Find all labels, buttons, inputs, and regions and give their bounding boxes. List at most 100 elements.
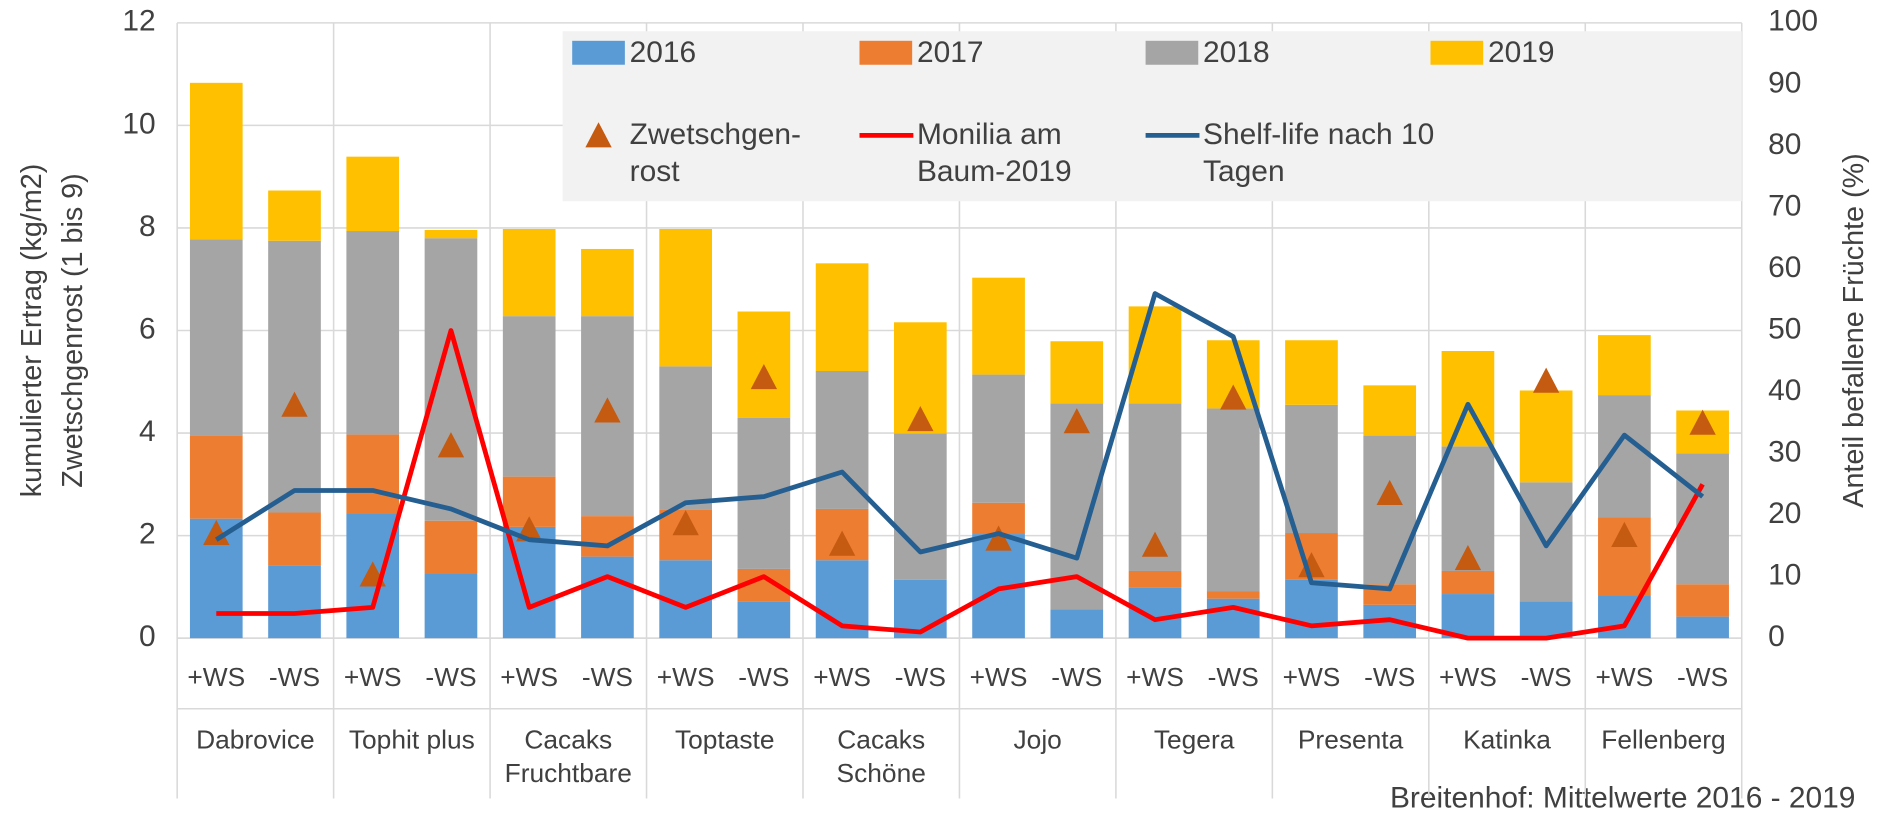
- marker: [594, 397, 621, 423]
- marker: [203, 519, 230, 545]
- bar: [1206, 408, 1260, 592]
- note: Breitenhof: Mittelwerte 2016 - 2019: [1390, 782, 1855, 815]
- bar: [424, 238, 478, 521]
- bar: [737, 601, 791, 639]
- group-label: Katinka: [1463, 724, 1551, 755]
- y-tick-label: 2: [139, 517, 156, 550]
- bar: [346, 231, 400, 435]
- bar: [972, 374, 1025, 503]
- bar: [1285, 404, 1338, 534]
- group-label: Jojo: [1013, 724, 1062, 755]
- marker: [281, 391, 308, 417]
- x-tick-label: +WS: [1126, 662, 1184, 692]
- bar: [1285, 579, 1338, 639]
- bar: [1050, 609, 1104, 639]
- y2-tick-label: 40: [1768, 374, 1801, 407]
- group-label: Fellenberg: [1601, 724, 1726, 755]
- bar: [424, 573, 478, 639]
- bar: [268, 240, 321, 513]
- y-axis-title: kumulierter Ertrag (kg/m2): [16, 164, 48, 498]
- x-tick-label: +WS: [813, 662, 871, 692]
- bar: [1519, 390, 1573, 483]
- x-tick-label: -WS: [425, 662, 476, 692]
- marker: [985, 525, 1012, 551]
- bar: [189, 435, 243, 519]
- bar: [1441, 351, 1495, 447]
- bar: [1050, 341, 1104, 404]
- group-label-box: Tegera: [1154, 724, 1235, 754]
- x-tick-label: -WS: [582, 662, 633, 692]
- x-tick-label: -WS: [269, 662, 320, 692]
- x-tick-label: -WS: [895, 662, 946, 692]
- bar: [815, 371, 869, 509]
- bar: [1519, 601, 1573, 639]
- group-label: Dabrovice: [196, 724, 315, 755]
- group-label-box: Dabrovice: [196, 724, 315, 755]
- marker: [1376, 479, 1403, 506]
- y2-tick-label: 50: [1768, 312, 1801, 345]
- line: [215, 291, 1705, 592]
- legend-swatch: [859, 40, 913, 65]
- group-label-box: Jojo: [1013, 724, 1062, 755]
- line: [216, 328, 1705, 641]
- marker: [437, 432, 465, 458]
- bar: [1598, 335, 1651, 396]
- bar: [1285, 340, 1338, 405]
- marker: [750, 363, 778, 390]
- y2-tick-label: 20: [1768, 497, 1801, 530]
- y-tick-label: 0: [139, 620, 156, 653]
- bar: [893, 433, 947, 580]
- group-label-box: Toptaste: [674, 724, 775, 755]
- y2-tick-label: 10: [1768, 559, 1801, 592]
- bar: [268, 565, 321, 639]
- bar: [189, 239, 243, 436]
- legend-label-box: Monilia am Baum-2019: [916, 117, 1072, 189]
- group-label-box: Tophit plus: [348, 724, 475, 755]
- x-tick-label: -WS: [1677, 662, 1728, 692]
- y-tick-label: 10: [122, 107, 155, 140]
- bar: [268, 190, 321, 241]
- bar: [346, 156, 400, 232]
- group-label-box: Cacaks Fruchtbare: [504, 724, 632, 788]
- legend-label-box: Shelf-life nach 10 Tagen: [1203, 117, 1435, 189]
- group-label-box: Presenta: [1298, 724, 1403, 754]
- bar: [1676, 616, 1729, 639]
- y-tick-label: 12: [122, 5, 155, 38]
- x-tick-label: +WS: [187, 662, 245, 692]
- x-tick-label: +WS: [970, 662, 1028, 692]
- y2-axis-title: Anteil befallene Früchte (%): [1838, 153, 1870, 507]
- bar: [1598, 595, 1651, 639]
- bar: [189, 82, 243, 240]
- marker: [1532, 367, 1560, 393]
- legend-label: 2017: [917, 36, 984, 69]
- x-tick-label: +WS: [1283, 662, 1341, 692]
- bar: [1441, 570, 1495, 595]
- y-tick-label: 6: [139, 312, 156, 345]
- marker: [1141, 531, 1169, 557]
- bar: [581, 556, 634, 639]
- x-tick-label: +WS: [500, 662, 558, 692]
- x-tick-label: +WS: [1439, 662, 1497, 692]
- legend-label: 2019: [1488, 36, 1555, 69]
- marker: [1220, 384, 1247, 410]
- group-label: Tophit plus: [348, 724, 475, 755]
- legend-label: Zwetschgen-rost: [629, 117, 801, 189]
- marker: [1063, 408, 1090, 434]
- group-label: Toptaste: [674, 724, 775, 755]
- legend-swatch: [572, 40, 625, 65]
- marker: [672, 510, 699, 536]
- legend-label: Shelf-life nach 10 Tagen: [1203, 117, 1435, 189]
- legend-label: Monilia am Baum-2019: [916, 117, 1072, 189]
- bar: [1441, 594, 1495, 639]
- group-label: Cacaks Fruchtbare: [504, 724, 632, 788]
- bar: [1363, 385, 1417, 436]
- bar: [502, 316, 556, 477]
- bar: [268, 512, 321, 566]
- group-label-box: Cacaks Schöne: [837, 724, 926, 787]
- bar: [1676, 584, 1729, 617]
- bar: [346, 434, 400, 514]
- marker: [1611, 521, 1638, 548]
- y2-tick-label: 90: [1768, 66, 1801, 99]
- group-label-box: Fellenberg: [1601, 724, 1726, 755]
- bar: [1206, 591, 1260, 599]
